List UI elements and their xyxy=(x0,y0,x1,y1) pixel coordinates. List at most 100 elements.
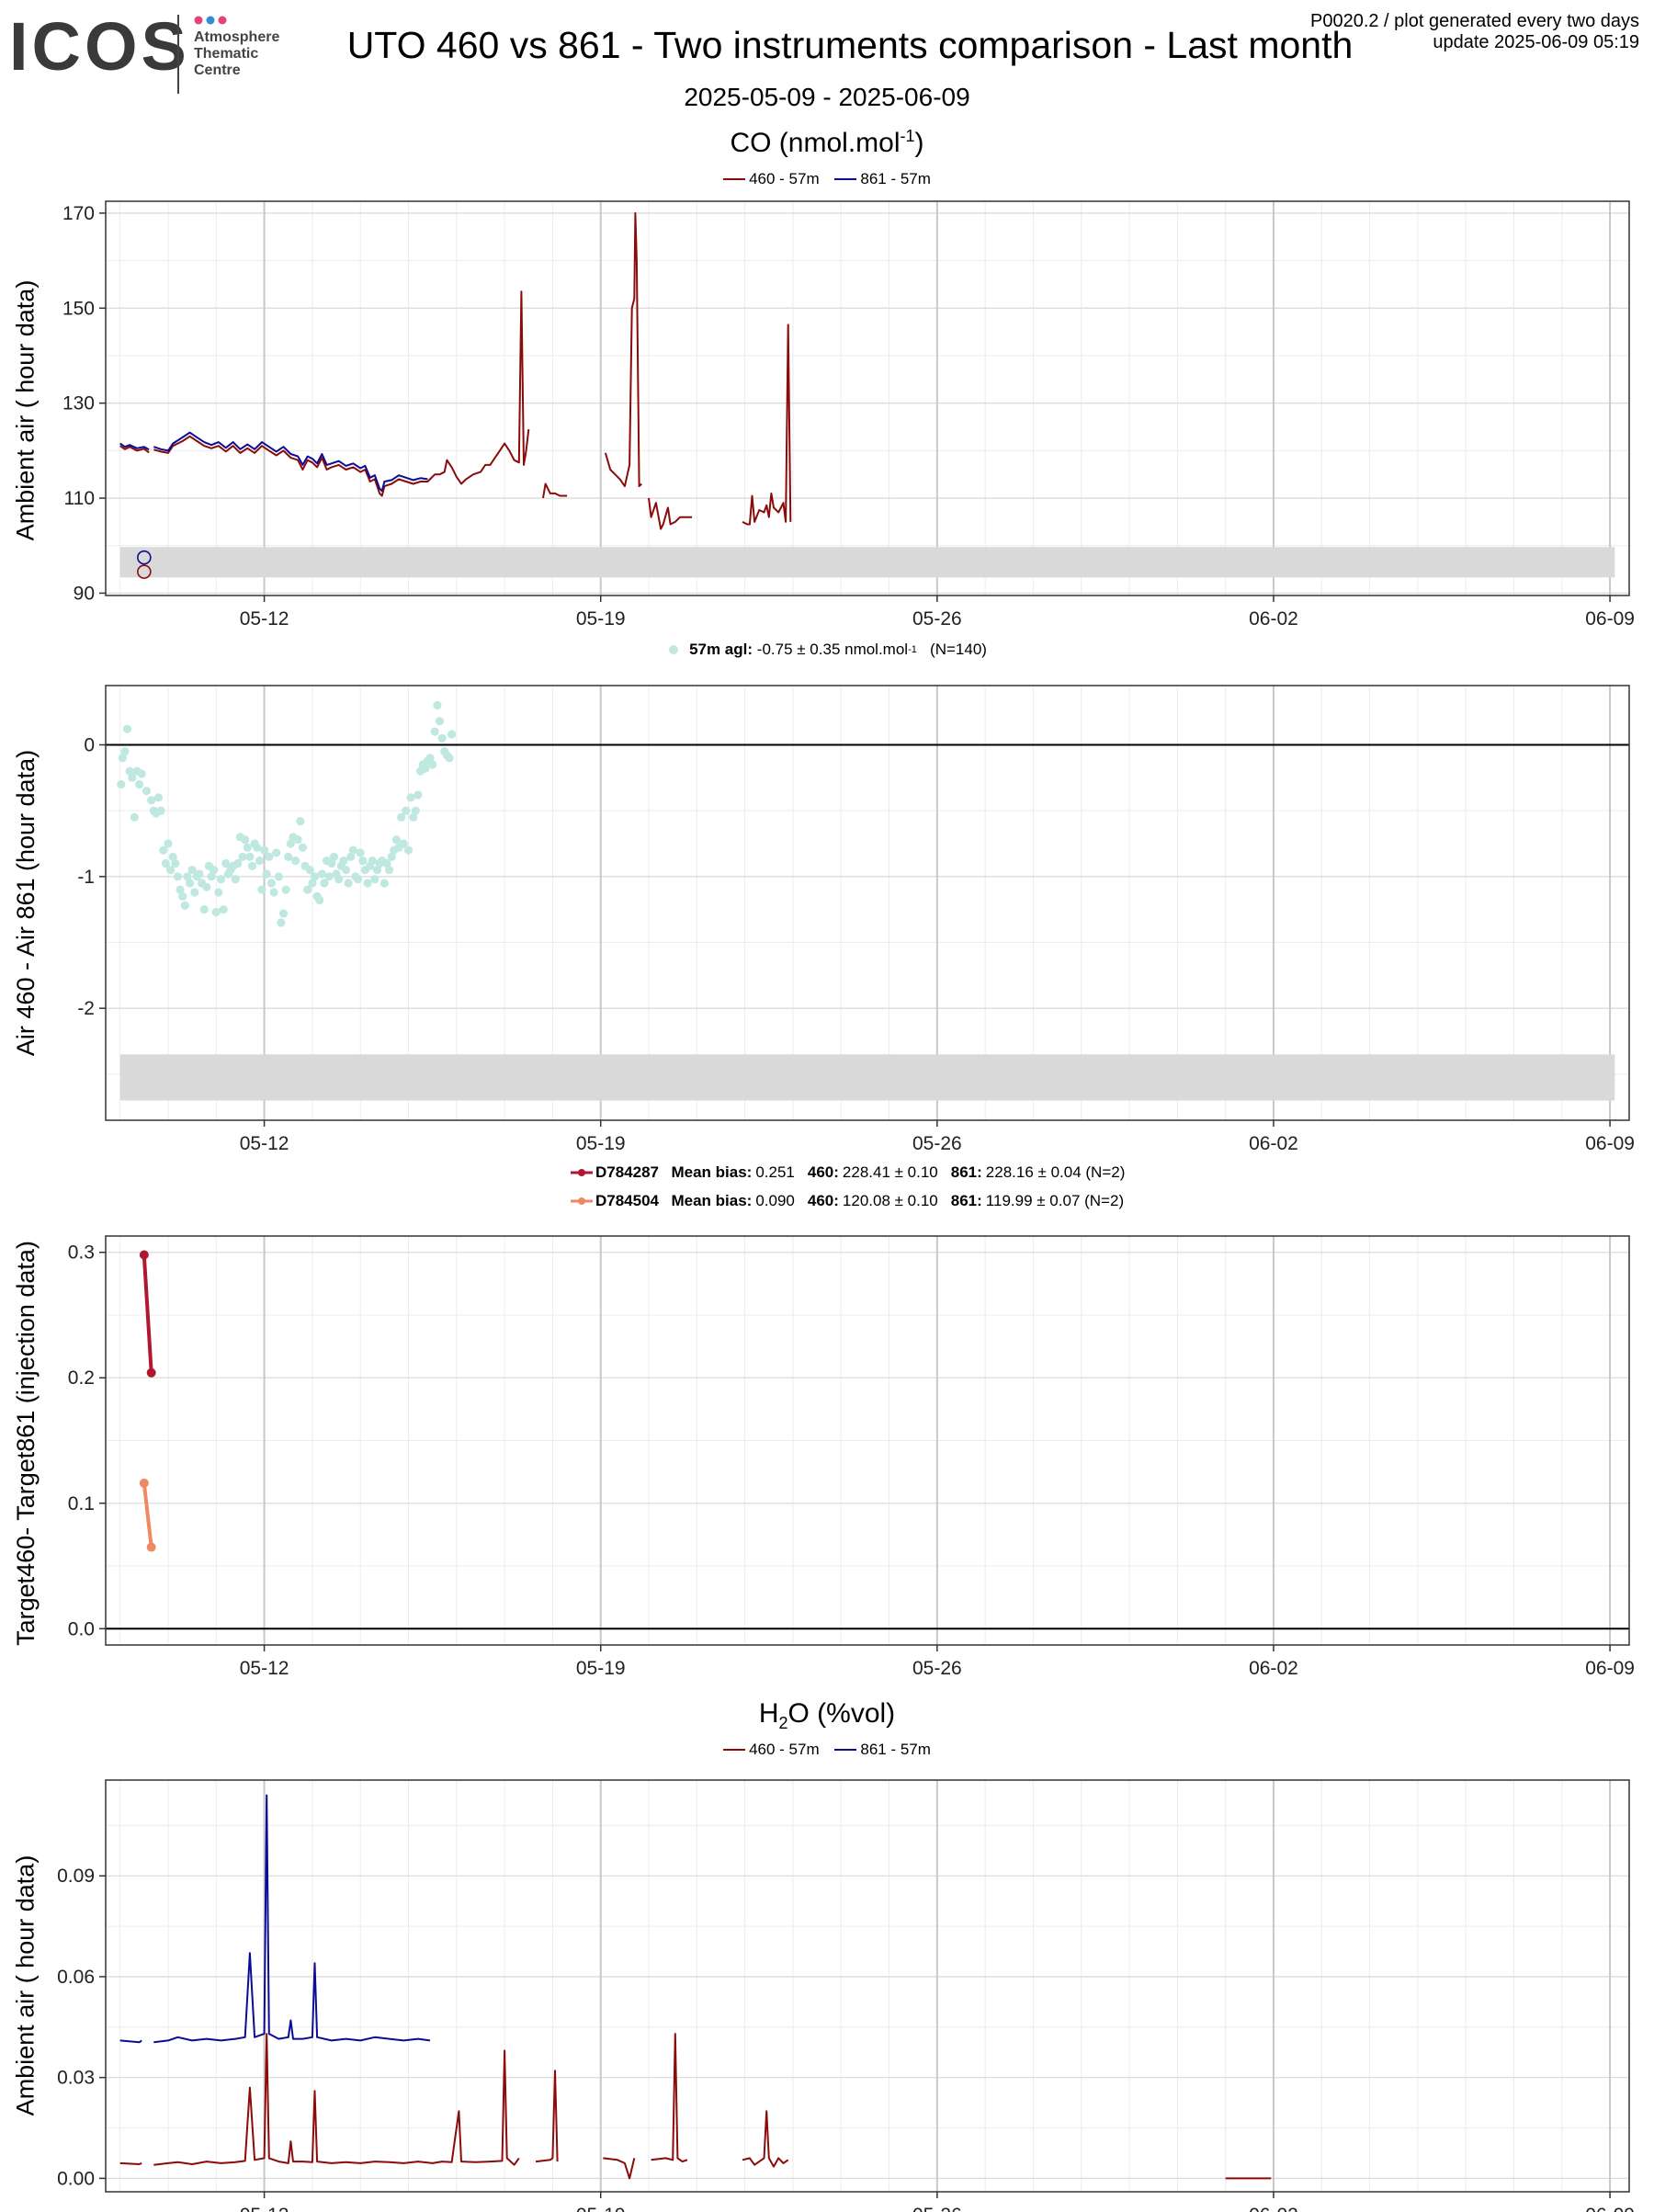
diff-series-57m-agl-point xyxy=(199,905,209,914)
legend-item-460: 460 - 57m xyxy=(723,170,820,188)
diff-series-57m-agl-point xyxy=(187,866,197,875)
target-y-tick-label: 0.2 xyxy=(68,1367,95,1389)
co-x-tick-label: 05-19 xyxy=(576,608,626,630)
diff-series-57m-agl-point xyxy=(447,730,457,739)
target-plot-frame xyxy=(105,1235,1630,1646)
diff-series-57m-agl-point xyxy=(118,754,127,763)
diff-series-57m-agl-point xyxy=(168,852,177,861)
diff-series-57m-agl-point xyxy=(159,845,168,855)
co-x-tick-label: 06-09 xyxy=(1585,608,1635,630)
diff-series-57m-agl-point xyxy=(262,869,271,879)
diff-series-57m-agl-point xyxy=(202,882,211,891)
diff-series-57m-agl-point xyxy=(164,839,173,848)
logo-dot-2 xyxy=(206,16,215,25)
diff-series-57m-agl-point xyxy=(171,858,180,868)
h2o-y-tick-label: 0.09 xyxy=(57,1866,95,1887)
co-x-tick-label: 05-12 xyxy=(240,608,289,630)
diff-series-57m-agl-point xyxy=(344,879,353,888)
target-series-d784287-line xyxy=(142,1254,153,1373)
diff-series-57m-agl-point xyxy=(296,817,305,826)
diff-series-57m-agl-point xyxy=(320,879,329,888)
diff-y-tick-label: -1 xyxy=(77,867,95,888)
diff-x-tick-label: 05-12 xyxy=(240,1133,289,1154)
h2o-series-861-57m-line xyxy=(119,2039,142,2044)
diff-series-57m-agl-point xyxy=(368,856,377,866)
target-legend-1: D784287 Mean bias: 0.251 460: 228.41 ± 0.10… xyxy=(570,1163,1125,1182)
h2o-y-tick-label: 0.00 xyxy=(57,2168,95,2189)
h2o-x-tick-label: 05-12 xyxy=(240,2205,289,2212)
co-series-460-57m-line xyxy=(153,290,530,497)
co-x-tick-label: 06-02 xyxy=(1249,608,1298,630)
diff-series-57m-agl-point xyxy=(269,888,278,897)
diff-series-57m-agl-point xyxy=(278,909,289,918)
diff-series-57m-agl-point xyxy=(210,866,219,875)
diff-series-57m-agl-point xyxy=(128,773,137,782)
diff-series-57m-agl-point xyxy=(411,806,420,815)
h2o-series-861-57m-line xyxy=(153,1794,431,2044)
h2o-y-tick-label: 0.03 xyxy=(57,2068,95,2089)
diff-legend-label: 57m agl: xyxy=(689,641,753,658)
co-series-460-57m-line xyxy=(604,211,642,488)
target-x-tick-label: 05-12 xyxy=(240,1658,289,1679)
h2o-legend-item-460: 460 - 57m xyxy=(723,1741,820,1759)
target-y-tick-label: 0.0 xyxy=(68,1618,95,1639)
target-x-tick-label: 05-19 xyxy=(576,1658,626,1679)
h2o-legend: 460 - 57m 861 - 57m xyxy=(0,1737,1654,1759)
diff-series-57m-agl-point xyxy=(259,845,269,855)
diff-series-57m-agl-point xyxy=(281,885,290,894)
diff-series-57m-agl-point xyxy=(231,875,240,884)
co-reference-band xyxy=(119,547,1615,578)
update-timestamp: update 2025-06-09 05:19 xyxy=(1433,32,1639,52)
logo-dot-3 xyxy=(218,16,227,25)
diff-series-57m-agl-point xyxy=(334,875,344,884)
diff-series-57m-agl-point xyxy=(207,872,216,881)
h2o-legend-label-460: 460 - 57m xyxy=(749,1741,820,1758)
diff-series-57m-agl-point xyxy=(339,856,348,866)
diff-series-57m-agl-point xyxy=(406,793,415,802)
target-x-tick-label: 06-09 xyxy=(1585,1658,1635,1679)
target-series-d784504-point xyxy=(139,1478,149,1488)
diff-series-57m-agl-point xyxy=(130,812,139,822)
diff-series-57m-agl-point xyxy=(353,875,363,884)
co-marker-861 xyxy=(137,550,152,565)
diff-series-57m-agl-point xyxy=(272,848,281,857)
diff-series-57m-agl-point xyxy=(122,724,132,733)
diff-series-57m-agl-point xyxy=(435,717,445,726)
target-x-tick-label: 06-02 xyxy=(1249,1658,1298,1679)
diff-series-57m-agl-point xyxy=(147,796,156,805)
diff-x-tick-label: 06-09 xyxy=(1585,1133,1635,1154)
diff-reference-band xyxy=(119,1054,1615,1101)
diff-series-57m-agl-point xyxy=(221,858,231,868)
diff-series-57m-agl-point xyxy=(315,896,324,905)
logo-sub-atmosphere: Atmosphere xyxy=(194,29,280,45)
diff-series-57m-agl-point xyxy=(341,866,351,875)
diff-series-57m-agl-point xyxy=(243,843,252,852)
diff-series-57m-agl-point xyxy=(370,875,380,884)
diff-series-57m-agl-point xyxy=(324,872,334,881)
h2o-y-tick-label: 0.06 xyxy=(57,1967,95,1988)
diff-legend-n: (N=140) xyxy=(930,641,987,658)
target-series-d784504-line xyxy=(142,1482,153,1548)
diff-series-57m-agl-point xyxy=(161,858,170,868)
diff-series-57m-agl-point xyxy=(327,858,336,868)
target-series-d784504-point xyxy=(146,1542,156,1552)
diff-x-tick-label: 05-19 xyxy=(576,1133,626,1154)
h2o-legend-label-861: 861 - 57m xyxy=(860,1741,931,1758)
h2o-panel-title: H2O (%vol) xyxy=(758,1698,896,1732)
diff-series-57m-agl-point xyxy=(399,839,408,848)
diff-series-57m-agl-point xyxy=(166,866,176,875)
diff-series-57m-agl-point xyxy=(238,852,247,861)
diff-series-57m-agl-point xyxy=(125,766,134,776)
diff-series-57m-agl-point xyxy=(183,872,192,881)
h2o-series-460-57m-line xyxy=(153,2033,520,2166)
diff-series-57m-agl-point xyxy=(310,872,320,881)
diff-plot-frame xyxy=(105,685,1630,1121)
page-title: UTO 460 vs 861 - Two instruments compari… xyxy=(346,24,1354,66)
diff-series-57m-agl-point xyxy=(211,907,221,917)
diff-series-57m-agl-point xyxy=(433,700,442,710)
diff-x-tick-label: 06-02 xyxy=(1249,1133,1298,1154)
co-series-861-57m-line xyxy=(119,442,150,451)
h2o-x-tick-label: 06-02 xyxy=(1249,2205,1298,2212)
target1-legend-icon xyxy=(571,1169,593,1176)
